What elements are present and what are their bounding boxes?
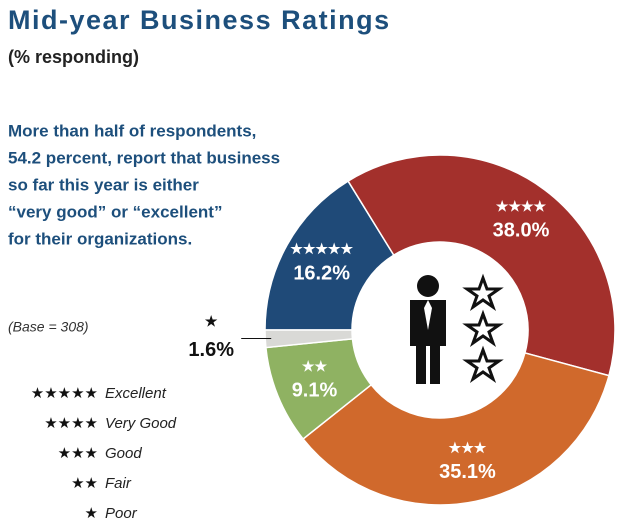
legend-symbol: ★★★★★: [31, 385, 98, 402]
annotation-line: More than half of respondents,: [8, 121, 256, 140]
slice-symbol: ★★: [302, 358, 328, 374]
slice-symbol: ★★★: [449, 439, 487, 455]
legend-label: Good: [105, 445, 142, 462]
legend-symbol: ★★★: [58, 445, 98, 462]
chart-subtitle: (% responding): [8, 47, 139, 67]
data-label: 38.0%: [493, 220, 550, 242]
legend-label: Very Good: [105, 415, 177, 432]
legend-symbol: ★★★★: [44, 415, 98, 432]
slice-symbol: ★★★★★: [290, 241, 353, 257]
chart-title: Mid-year Business Ratings: [8, 5, 391, 35]
data-label: 35.1%: [439, 461, 496, 483]
legend-label: Fair: [105, 475, 132, 492]
annotation-line: for their organizations.: [8, 229, 192, 248]
annotation-line: “very good” or “excellent”: [8, 202, 222, 221]
donut-slice: [264, 329, 354, 349]
donut-slice: [264, 180, 395, 331]
data-label: 9.1%: [292, 379, 338, 401]
legend-label: Excellent: [105, 385, 167, 402]
legend-label: Poor: [105, 505, 138, 522]
donut-slice: [347, 154, 616, 377]
annotation-line: 54.2 percent, report that business: [8, 148, 280, 167]
legend-symbol: ★: [85, 505, 98, 522]
slice-symbol: ★: [205, 313, 218, 329]
data-label: 16.2%: [293, 262, 350, 284]
person-icon: [410, 273, 504, 384]
donut-slice: [302, 352, 610, 506]
base-note: (Base = 308): [8, 319, 89, 335]
data-label: 1.6%: [188, 339, 234, 361]
annotation-line: so far this year is either: [8, 175, 199, 194]
slice-symbol: ★★★★: [496, 198, 547, 214]
legend-symbol: ★★: [71, 475, 98, 492]
